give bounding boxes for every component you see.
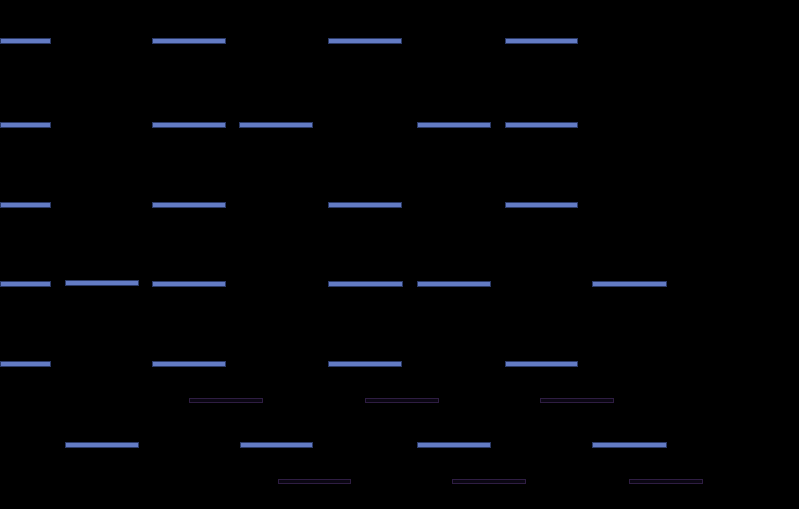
blue-segment <box>0 202 51 208</box>
dark-segment <box>452 479 526 484</box>
blue-segment <box>505 122 578 128</box>
blue-segment <box>417 442 491 448</box>
blue-segment <box>240 442 313 448</box>
blue-segment <box>328 281 403 287</box>
blue-segment <box>0 122 51 128</box>
blue-segment <box>65 442 139 448</box>
dark-segment <box>365 398 439 403</box>
blue-segment <box>505 202 578 208</box>
dark-segment <box>540 398 614 403</box>
blue-segment <box>0 38 51 44</box>
blue-segment <box>152 281 226 287</box>
blue-segment <box>152 38 226 44</box>
blue-segment <box>152 361 226 367</box>
dark-segment <box>189 398 263 403</box>
blue-segment <box>505 38 578 44</box>
blue-segment <box>328 38 402 44</box>
blue-segment <box>152 122 226 128</box>
dark-segment <box>629 479 703 484</box>
blue-segment <box>417 281 491 287</box>
blue-segment <box>505 361 578 367</box>
blue-segment <box>152 202 226 208</box>
blue-segment <box>239 122 313 128</box>
blue-segment <box>592 442 667 448</box>
blue-segment <box>328 361 402 367</box>
blue-segment <box>328 202 402 208</box>
blue-segment <box>65 280 139 286</box>
blue-segment <box>592 281 667 287</box>
blue-segment <box>417 122 491 128</box>
dark-segment <box>278 479 351 484</box>
blue-segment <box>0 281 51 287</box>
blue-segment <box>0 361 51 367</box>
